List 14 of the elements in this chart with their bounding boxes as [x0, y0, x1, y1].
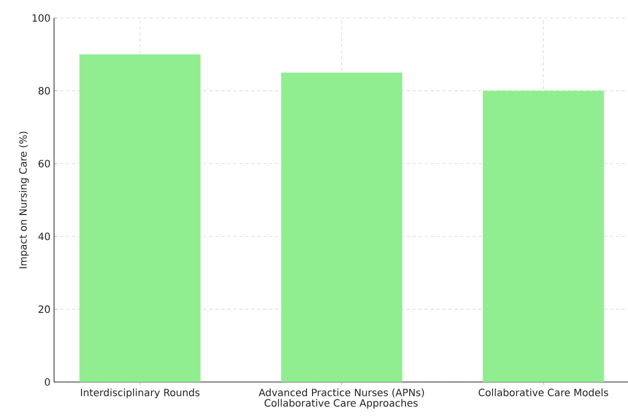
y-tick-label: 100 [32, 14, 50, 22]
y-tick-label: 80 [38, 87, 50, 95]
x-tick-label: Collaborative Care Models [478, 388, 608, 396]
bar [281, 72, 402, 382]
y-tick-label: 20 [38, 305, 50, 313]
x-tick-label: Interdisciplinary Rounds [81, 388, 200, 398]
y-tick-label: 0 [44, 378, 50, 386]
y-tick-label: 60 [38, 160, 50, 168]
bar [80, 54, 201, 382]
x-axis-title: Collaborative Care Approaches [264, 398, 418, 409]
y-tick-label: 40 [38, 232, 50, 240]
x-tick-label: Advanced Practice Nurses (APNs) [258, 388, 424, 398]
y-axis-title: Impact on Nursing Care (%) [19, 132, 29, 268]
bar [482, 90, 604, 382]
